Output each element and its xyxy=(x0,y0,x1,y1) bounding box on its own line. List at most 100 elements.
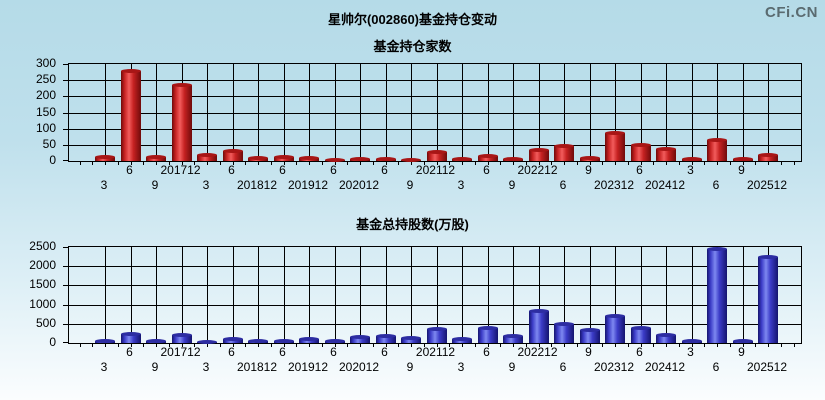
x-axis-tick xyxy=(156,161,157,165)
x-axis-tick xyxy=(219,343,221,347)
bar-period-21-6 xyxy=(630,142,651,161)
x-axis-tick-label: 3 xyxy=(202,360,210,374)
x-axis-tick xyxy=(602,161,604,165)
x-axis-tick xyxy=(398,161,400,165)
bar-period-11-6 xyxy=(375,334,396,343)
bar-top-ellipse xyxy=(732,339,753,344)
gridline-vertical xyxy=(156,64,157,161)
x-axis-tick xyxy=(270,161,272,165)
bar-period-9-6 xyxy=(324,157,345,162)
x-axis-tick xyxy=(309,343,310,347)
x-axis-tick xyxy=(309,161,310,165)
bar-period-22-202412 xyxy=(656,146,676,161)
gridline-horizontal xyxy=(69,144,801,146)
x-axis-tick-label: 202212 xyxy=(517,345,558,359)
bar-top-ellipse xyxy=(401,336,421,341)
x-axis-tick xyxy=(181,161,183,165)
x-axis-tick-label: 6 xyxy=(126,345,133,359)
gridline-vertical xyxy=(283,64,285,161)
y-axis-tick-label: 2000 xyxy=(29,258,56,273)
bar-top-ellipse xyxy=(681,339,702,344)
bar-top-ellipse xyxy=(630,325,651,330)
fund-shares-x-axis-labels: 3 6 9 201712 3 6 201812 6 201912 6 202012 6 9 202112 3… xyxy=(68,343,800,377)
x-axis-tick-label: 201712 xyxy=(160,163,201,177)
gridline-horizontal xyxy=(69,80,801,82)
y-axis-tick-label: 100 xyxy=(35,120,56,135)
fund-shares-chart-title: 基金总持股数(万股) xyxy=(356,217,469,232)
x-axis-tick xyxy=(474,161,476,165)
bar-top-ellipse xyxy=(299,155,319,160)
x-axis-tick-label: 3 xyxy=(457,360,465,374)
x-axis-tick-label: 202012 xyxy=(338,360,380,374)
bar-period-23-3 xyxy=(681,339,702,344)
x-axis-tick xyxy=(168,161,170,165)
x-axis-tick xyxy=(449,343,451,347)
x-axis-tick-label: 6 xyxy=(126,163,133,177)
x-axis-tick xyxy=(423,343,425,347)
x-axis-tick xyxy=(449,161,451,165)
x-axis-tick xyxy=(117,161,119,165)
x-axis-tick xyxy=(79,343,81,347)
bar-period-7-6 xyxy=(273,338,294,343)
x-axis-tick xyxy=(411,161,412,165)
y-axis-tick xyxy=(63,96,68,98)
fund-holders-chart: 基金持仓家数 300 250 200 150 100 50 0 3 6 9 201712 3 6 201… xyxy=(0,36,825,200)
x-axis-tick xyxy=(130,161,132,165)
bar-top-ellipse xyxy=(273,155,294,160)
bar-period-24-6 xyxy=(707,137,727,161)
x-axis-tick xyxy=(181,343,183,347)
gridline-horizontal xyxy=(69,128,801,130)
gridline-vertical xyxy=(615,64,616,161)
bar-top-ellipse xyxy=(452,157,472,162)
x-axis-tick xyxy=(283,343,285,347)
x-axis-tick xyxy=(232,161,234,165)
x-axis-tick xyxy=(245,161,247,165)
bar-top-ellipse xyxy=(477,153,498,158)
gridline-vertical xyxy=(487,247,489,343)
x-axis-tick xyxy=(525,343,527,347)
bar-top-ellipse xyxy=(503,157,523,162)
x-axis-tick xyxy=(640,343,642,347)
x-axis-tick xyxy=(666,343,667,347)
bar-period-26-202512 xyxy=(758,153,778,161)
gridline-vertical xyxy=(105,247,106,343)
gridline-vertical xyxy=(615,247,616,343)
bar-top-ellipse xyxy=(707,246,727,251)
x-axis-tick xyxy=(245,343,247,347)
gridline-vertical xyxy=(411,64,412,161)
bar-period-23-3 xyxy=(681,157,702,162)
bar-period-13-202112 xyxy=(426,326,447,343)
fund-shares-plot-area xyxy=(63,246,802,347)
gridline-horizontal xyxy=(69,323,801,325)
x-axis-tick xyxy=(500,161,502,165)
x-axis-tick xyxy=(232,343,234,347)
x-axis-tick xyxy=(564,161,565,165)
x-axis-tick xyxy=(691,161,693,165)
x-axis-tick-label: 201912 xyxy=(287,178,329,192)
bar-top-ellipse xyxy=(758,153,778,158)
x-axis-tick xyxy=(372,161,374,165)
x-axis-tick xyxy=(283,161,285,165)
fund-holders-y-axis-labels: 300 250 200 150 100 50 0 xyxy=(0,56,62,167)
gridline-vertical xyxy=(156,247,157,343)
x-axis-tick xyxy=(334,343,336,347)
y-axis-tick-label: 2500 xyxy=(29,239,56,253)
y-axis-tick xyxy=(63,112,68,114)
bar-period-5-6 xyxy=(222,337,243,343)
x-axis-tick-label: 6 xyxy=(330,345,337,359)
fund-holders-x-axis-labels: 3 6 9 201712 3 6 201812 6 201912 6 202012 6 9 202112 3… xyxy=(68,161,800,195)
bar-top-ellipse xyxy=(299,336,319,341)
x-axis-tick xyxy=(105,343,106,347)
bar-top-ellipse xyxy=(528,308,549,313)
x-axis-tick xyxy=(347,343,349,347)
bar-period-17-202212 xyxy=(528,308,549,343)
x-axis-tick xyxy=(551,161,553,165)
x-axis-tick xyxy=(372,343,374,347)
gridline-vertical xyxy=(130,247,132,343)
bar-top-ellipse xyxy=(656,333,676,338)
bar-period-9-6 xyxy=(324,339,345,344)
y-axis-tick-label: 500 xyxy=(35,315,56,330)
y-axis-tick xyxy=(63,342,68,343)
gridline-horizontal xyxy=(69,304,801,306)
bar-period-26-202512 xyxy=(758,255,778,343)
